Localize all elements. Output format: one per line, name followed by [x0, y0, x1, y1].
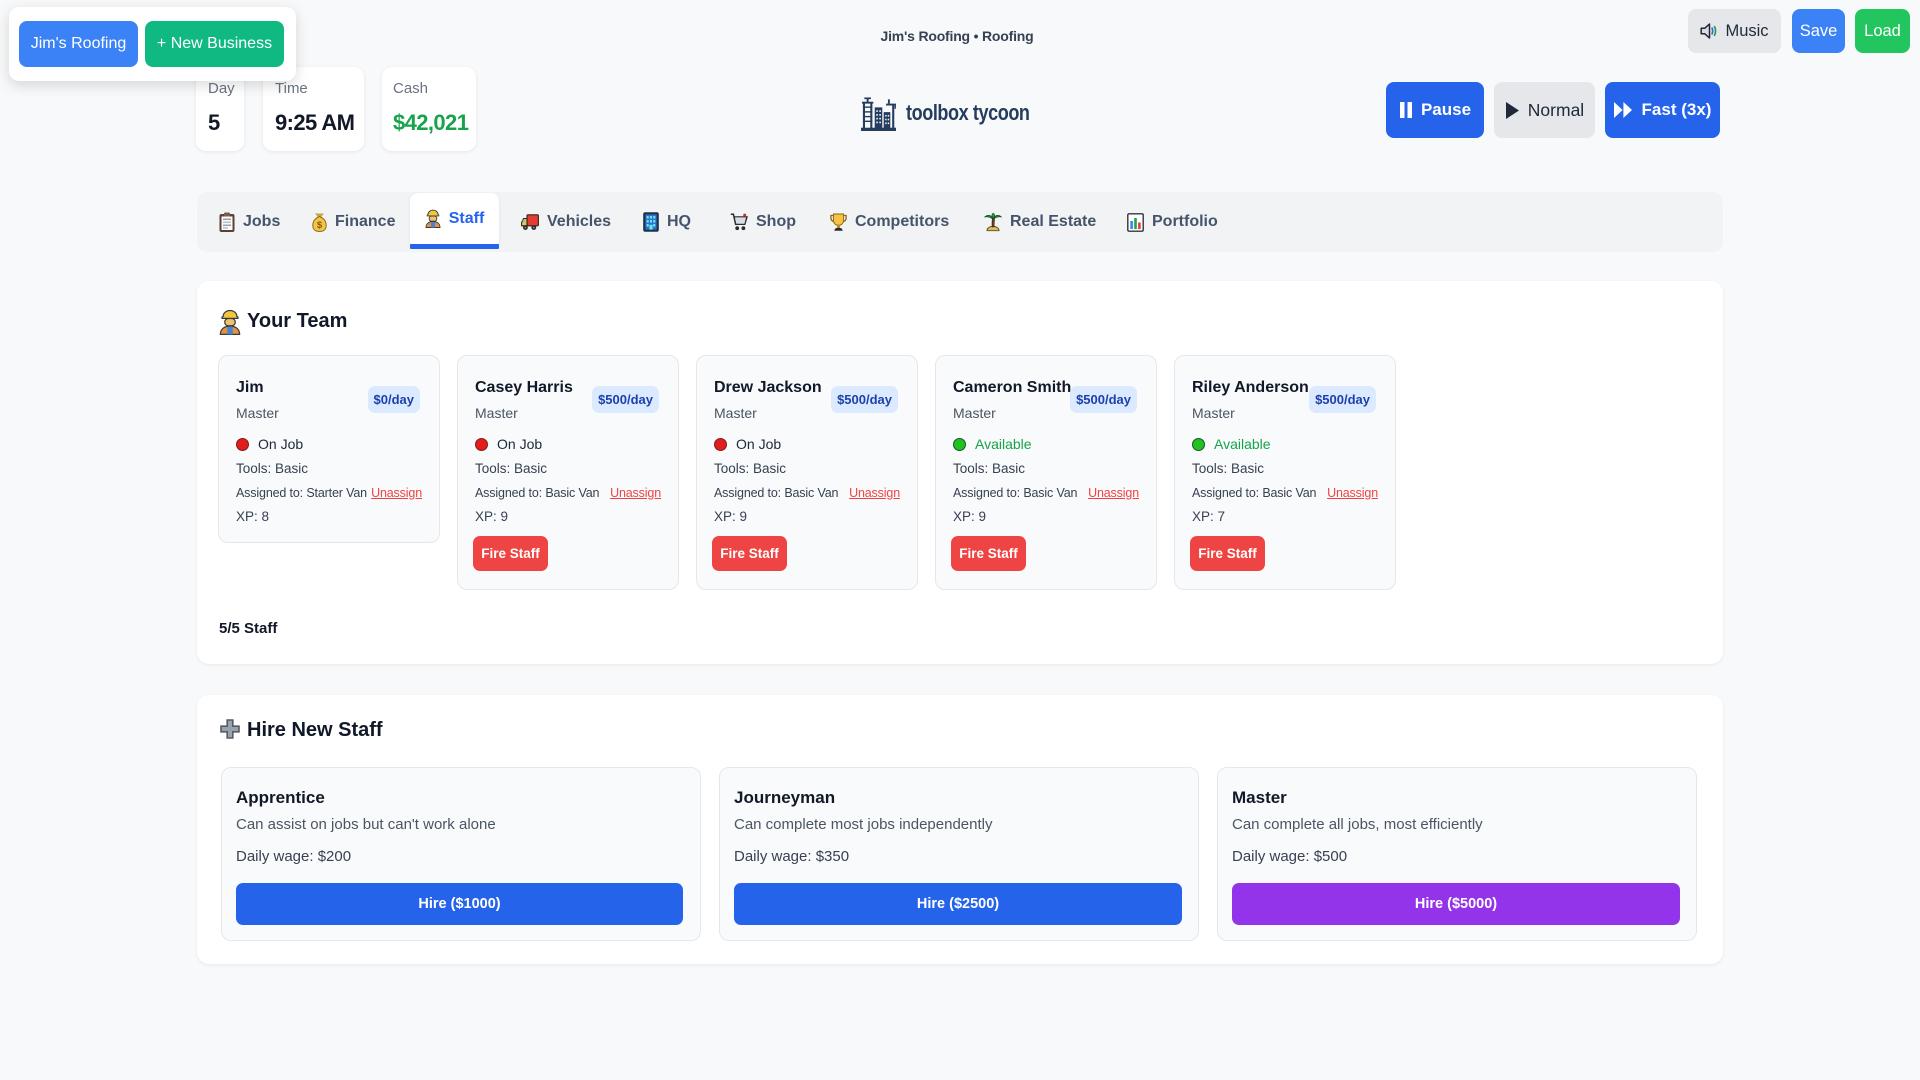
svg-text:$: $: [317, 220, 323, 231]
